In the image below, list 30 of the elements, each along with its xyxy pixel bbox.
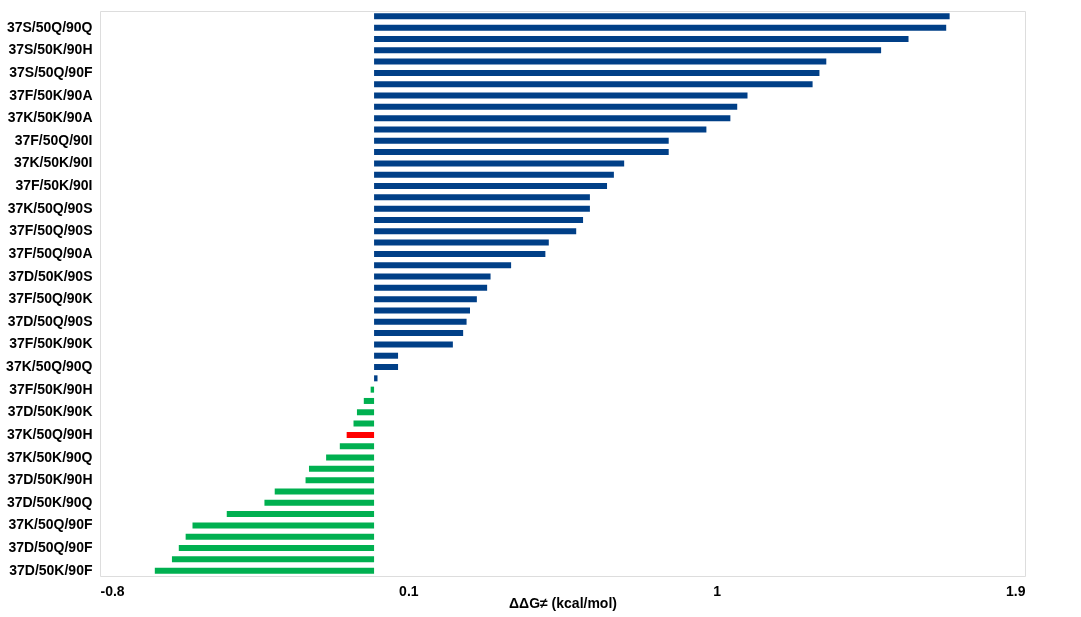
y-tick-label: 37F/50Q/90S: [9, 222, 93, 239]
y-tick-label: 37F/50K/90I: [15, 177, 93, 194]
y-tick-label: 37K/50Q/90Q: [6, 358, 93, 375]
y-tick-label: 37S/50Q/90F: [9, 63, 93, 80]
y-tick-label: 37F/50Q/90I: [14, 131, 93, 148]
y-tick-label: 37K/50K/90A: [7, 109, 93, 126]
y-tick-label: 37D/50K/90H: [7, 471, 93, 488]
y-tick-label: 37S/50K/90H: [8, 41, 93, 58]
y-tick-label: 37K/50K/90I: [13, 154, 93, 171]
y-tick-label: 37F/50K/90A: [9, 86, 93, 103]
x-axis-title: ΔΔG≠ (kcal/mol): [509, 594, 617, 611]
y-tick-label: 37D/50K/90K: [7, 403, 93, 420]
x-tick-label: -0.8: [100, 582, 125, 599]
y-tick-label: 37K/50Q/90S: [7, 199, 93, 216]
y-tick-label: 37D/50Q/90S: [7, 312, 93, 329]
y-tick-label: 37F/50K/90H: [9, 380, 93, 397]
x-tick-label: 0.1: [399, 582, 419, 599]
x-tick-label: 1.9: [1006, 582, 1026, 599]
y-tick-label: 37D/50K/90S: [8, 267, 93, 284]
y-tick-label: 37F/50K/90K: [9, 335, 93, 352]
y-tick-label: 37K/50Q/90F: [8, 516, 93, 533]
y-tick-label: 37K/50K/90Q: [6, 448, 93, 465]
y-tick-label: 37K/50Q/90H: [6, 425, 93, 442]
y-tick-label: 37D/50Q/90F: [8, 539, 93, 555]
y-tick-label: 37D/50K/90F: [9, 561, 93, 578]
y-tick-label: 37F/50Q/90K: [8, 290, 93, 307]
x-tick-label: 1: [713, 582, 722, 599]
y-tick-label: 37S/50Q/90Q: [6, 18, 93, 35]
y-tick-label: 37F/50Q/90A: [8, 244, 93, 261]
y-tick-label: 37D/50K/90Q: [6, 493, 93, 510]
